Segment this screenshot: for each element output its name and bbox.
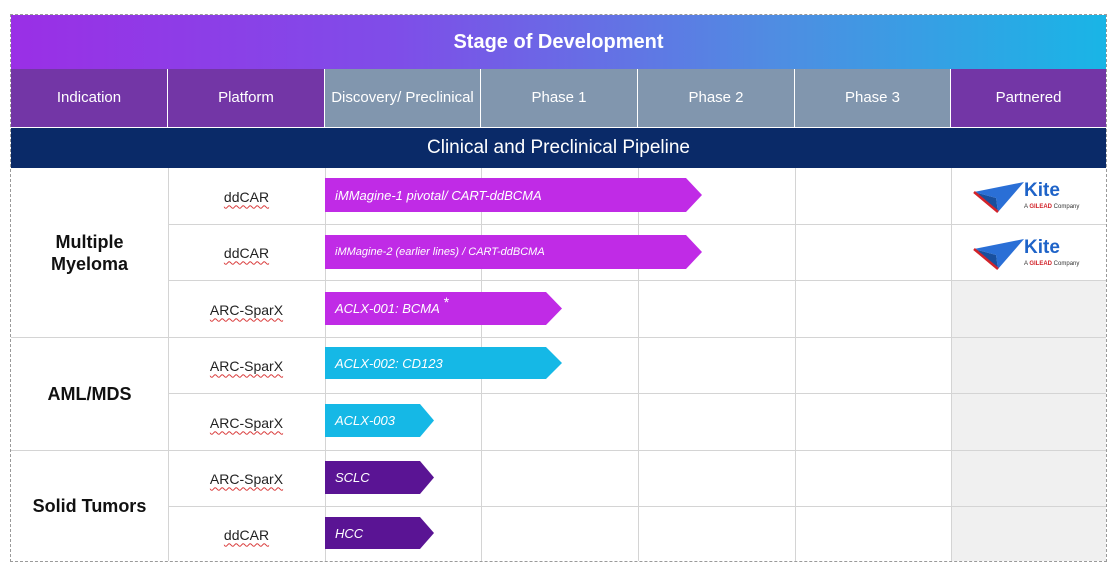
platform-label: ARC-SparX — [209, 301, 284, 318]
col-header-phase-2: Phase 2 — [638, 69, 795, 127]
program-arrow: iMMagine-2 (earlier lines) / CART-ddBCMA — [325, 235, 702, 269]
program-arrow: HCC — [325, 517, 434, 549]
grid-line — [795, 168, 796, 561]
program-label: iMMagine-2 (earlier lines) / CART-ddBCMA — [335, 246, 545, 258]
indication-solid-tumors: Solid Tumors — [32, 495, 147, 516]
grid-line — [168, 393, 1106, 394]
grid-line — [11, 450, 1106, 451]
program-label: SCLC — [335, 470, 370, 485]
arrow-shape — [325, 235, 702, 269]
grid-line — [638, 168, 639, 561]
platform-cell: ddCAR — [168, 224, 325, 281]
platform-cell: ARC-SparX — [168, 450, 325, 507]
platform-cell: ddCAR — [168, 168, 325, 225]
col-header-phase-3: Phase 3 — [795, 69, 951, 127]
stage-title: Stage of Development — [11, 15, 1106, 69]
partner-cell-empty — [951, 337, 1106, 394]
col-header-partnered: Partnered — [951, 69, 1106, 127]
platform-cell: ARC-SparX — [168, 394, 325, 451]
platform-label: ddCAR — [223, 188, 270, 205]
arrow-shape — [325, 461, 434, 494]
program-label: ACLX-002: CD123 — [335, 355, 443, 371]
program-arrow: ACLX-001: BCMA * — [325, 292, 562, 325]
footnote-asterisk: * — [443, 293, 450, 310]
grid-line — [168, 506, 1106, 507]
program-label: ACLX-003 — [335, 413, 395, 428]
program-arrow: SCLC — [325, 461, 434, 494]
kite-icon — [973, 182, 1024, 213]
grid-line — [168, 280, 1106, 281]
kite-icon — [973, 239, 1024, 270]
section-title: Clinical and Preclinical Pipeline — [11, 128, 1106, 168]
program-arrow: ACLX-002: CD123 — [325, 347, 562, 379]
program-label: iMMagine-1 pivotal/ CART-ddBCMA — [335, 187, 542, 203]
arrow-shape — [325, 347, 562, 379]
platform-label: ddCAR — [223, 526, 270, 543]
program-arrow: ACLX-003 — [325, 404, 434, 437]
partner-cell-empty — [951, 506, 1106, 561]
arrow-shape — [325, 178, 702, 212]
col-header-discovery: Discovery/ Preclinical — [325, 69, 481, 127]
program-arrow: iMMagine-1 pivotal/ CART-ddBCMA — [325, 178, 702, 212]
grid-line — [168, 168, 169, 561]
col-header-phase-1: Phase 1 — [481, 69, 638, 127]
partner-cell-empty — [951, 281, 1106, 337]
platform-cell: ddCAR — [168, 506, 325, 563]
arrow-shape — [325, 517, 434, 549]
col-header-platform: Platform — [168, 69, 325, 127]
indication-aml-mds: AML/MDS — [47, 383, 132, 404]
indication-multiple-myeloma: Multiple Myeloma — [50, 231, 129, 274]
kite-logo: Kite A GILEAD Company — [972, 237, 1092, 277]
arrow-shape — [325, 292, 562, 325]
platform-cell: ARC-SparX — [168, 337, 325, 394]
platform-cell: ARC-SparX — [168, 281, 325, 338]
program-label: ACLX-001: BCMA * — [335, 293, 450, 317]
grid-line — [168, 224, 1106, 225]
pipeline-frame — [10, 14, 1107, 562]
program-label: HCC — [335, 525, 364, 541]
grid-line — [11, 337, 1106, 338]
partner-cell-empty — [951, 394, 1106, 450]
kite-logo: Kite A GILEAD Company — [972, 180, 1092, 220]
platform-label: ddCAR — [223, 244, 270, 261]
partner-cell-empty — [951, 450, 1106, 506]
arrow-shape — [325, 404, 434, 437]
col-header-indication: Indication — [11, 69, 168, 127]
platform-label: ARC-SparX — [209, 414, 284, 431]
platform-label: ARC-SparX — [209, 357, 284, 374]
platform-label: ARC-SparX — [209, 470, 284, 487]
grid-line — [951, 168, 952, 561]
